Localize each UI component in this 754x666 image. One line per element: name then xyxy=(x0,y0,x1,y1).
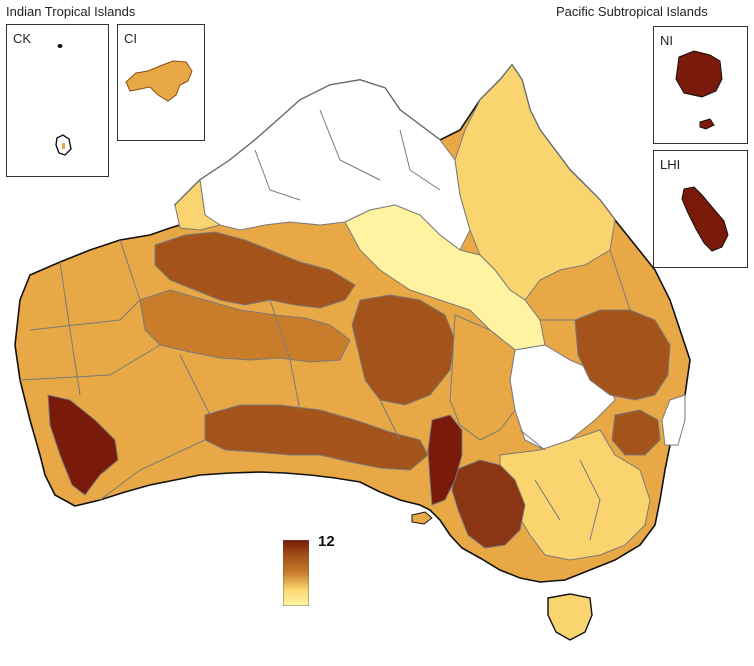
region-central-north xyxy=(154,231,356,309)
region-inland-pale xyxy=(344,204,546,351)
inset-ci-label: CI xyxy=(124,31,137,46)
inset-ni-label: NI xyxy=(660,33,673,48)
inset-lhi-label: LHI xyxy=(660,157,681,172)
region-qld-east-dark xyxy=(574,309,671,401)
region-sa-darkest xyxy=(427,414,463,506)
region-victoria-dark xyxy=(451,459,526,549)
inset-christmas-island: CI xyxy=(117,24,205,141)
region-murray-yellow xyxy=(499,429,651,561)
inset-lord-howe-island: LHI xyxy=(653,150,748,268)
ni-island-shape xyxy=(675,50,723,130)
ck-islands-shape xyxy=(55,44,72,156)
region-kimberley-coast xyxy=(174,178,222,231)
tasmania xyxy=(547,593,593,641)
region-lake-eyre xyxy=(351,294,456,406)
region-sw-wa-darkest xyxy=(47,394,119,496)
region-cape-york xyxy=(454,64,616,301)
lhi-island-shape xyxy=(681,186,729,252)
indian-tropical-islands-label: Indian Tropical Islands xyxy=(6,4,136,19)
region-nullarbor xyxy=(204,404,429,471)
inset-norfolk-island: NI xyxy=(653,26,748,144)
inset-ck-label: CK xyxy=(13,31,32,46)
color-scale-legend xyxy=(283,540,309,606)
pacific-subtropical-islands-label: Pacific Subtropical Islands xyxy=(556,4,708,19)
ci-island-shape xyxy=(125,60,193,102)
inset-cocos-keeling: CK xyxy=(6,24,109,177)
region-nsw-north-dark xyxy=(611,409,661,456)
kangaroo-island xyxy=(411,511,433,525)
region-east-central xyxy=(449,314,516,441)
basin-boundaries xyxy=(19,109,631,541)
region-central-mid xyxy=(139,289,351,363)
legend-max-label: 12 xyxy=(318,533,335,550)
region-nsw-coast-nodata xyxy=(661,394,686,446)
